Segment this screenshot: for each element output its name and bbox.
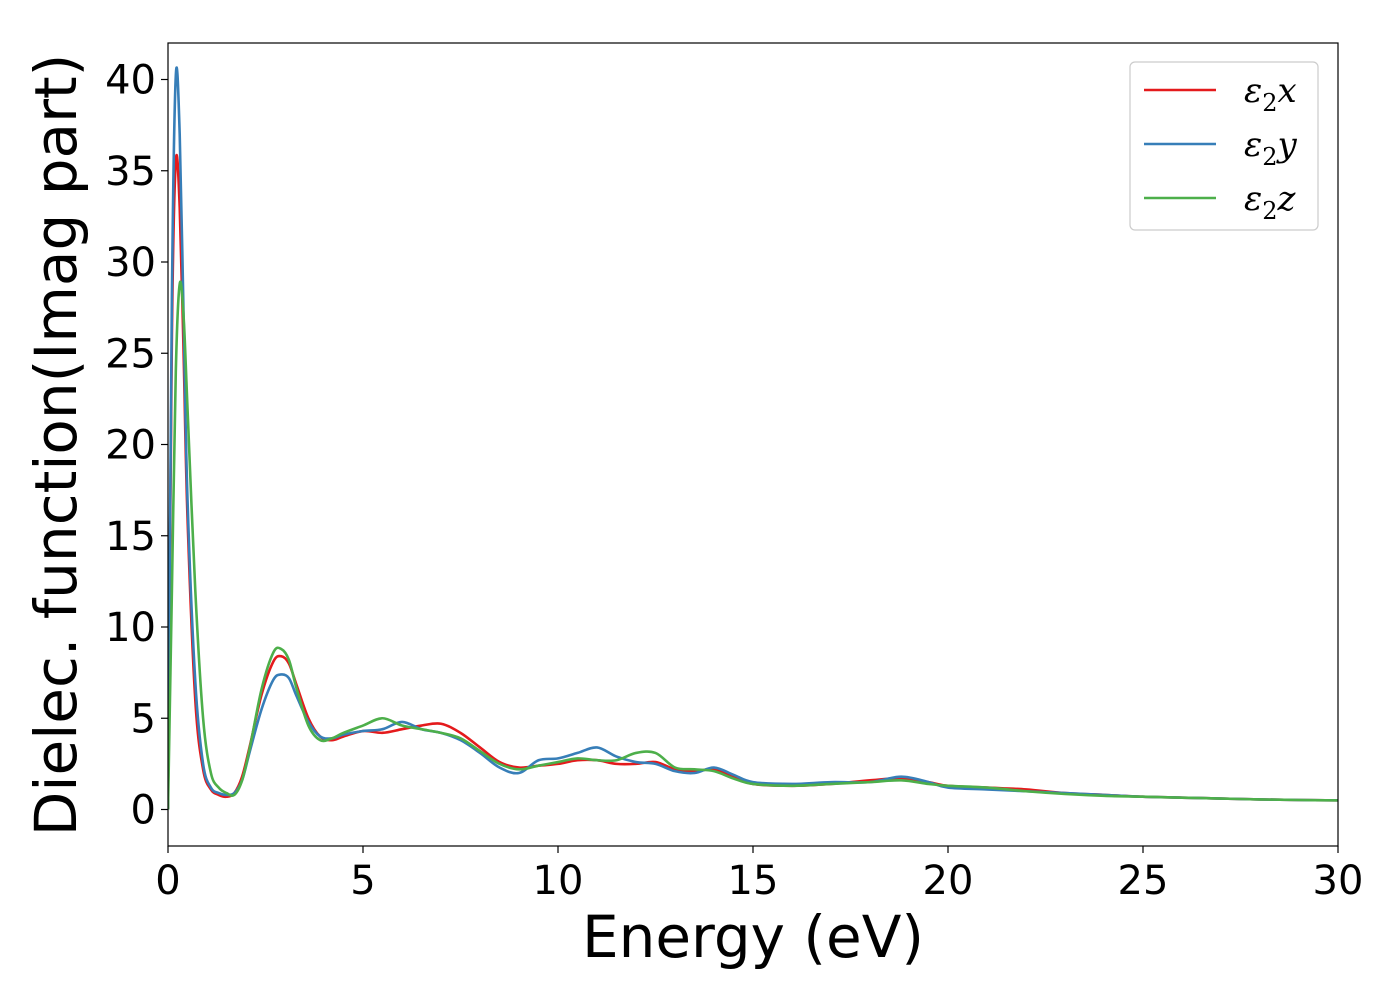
x-tick-label: 10 (533, 858, 584, 904)
y-axis-ticks: 0 5 10 15 20 25 30 35 40 (105, 58, 168, 834)
x-tick-label: 15 (728, 858, 779, 904)
legend-label-y: ε2y (1244, 125, 1298, 171)
series-layer (168, 66, 1338, 810)
legend: ε2x ε2y ε2z (1129, 61, 1319, 231)
x-axis-ticks: 0 5 10 15 20 25 30 (155, 846, 1363, 904)
y-tick-label: 10 (105, 605, 156, 651)
series-line-x (168, 153, 1338, 810)
x-tick-label: 0 (155, 858, 180, 904)
y-tick-label: 15 (105, 514, 156, 560)
x-tick-label: 30 (1313, 858, 1364, 904)
y-tick-label: 25 (105, 331, 156, 377)
y-axis-title: Dielec. function(Imag part) (22, 54, 90, 837)
y-tick-label: 30 (105, 240, 156, 286)
series-line-z (168, 280, 1338, 810)
legend-label-x: ε2x (1244, 71, 1297, 117)
legend-label-z: ε2z (1244, 179, 1297, 225)
y-tick-label: 20 (105, 423, 156, 469)
x-tick-label: 5 (350, 858, 375, 904)
y-tick-label: 35 (105, 149, 156, 195)
y-tick-label: 40 (105, 58, 156, 104)
x-axis-title: Energy (eV) (582, 903, 924, 971)
x-tick-label: 25 (1118, 858, 1169, 904)
y-tick-label: 0 (131, 788, 156, 834)
y-tick-label: 5 (131, 696, 156, 742)
x-tick-label: 20 (923, 858, 974, 904)
legend-box (1129, 61, 1319, 231)
